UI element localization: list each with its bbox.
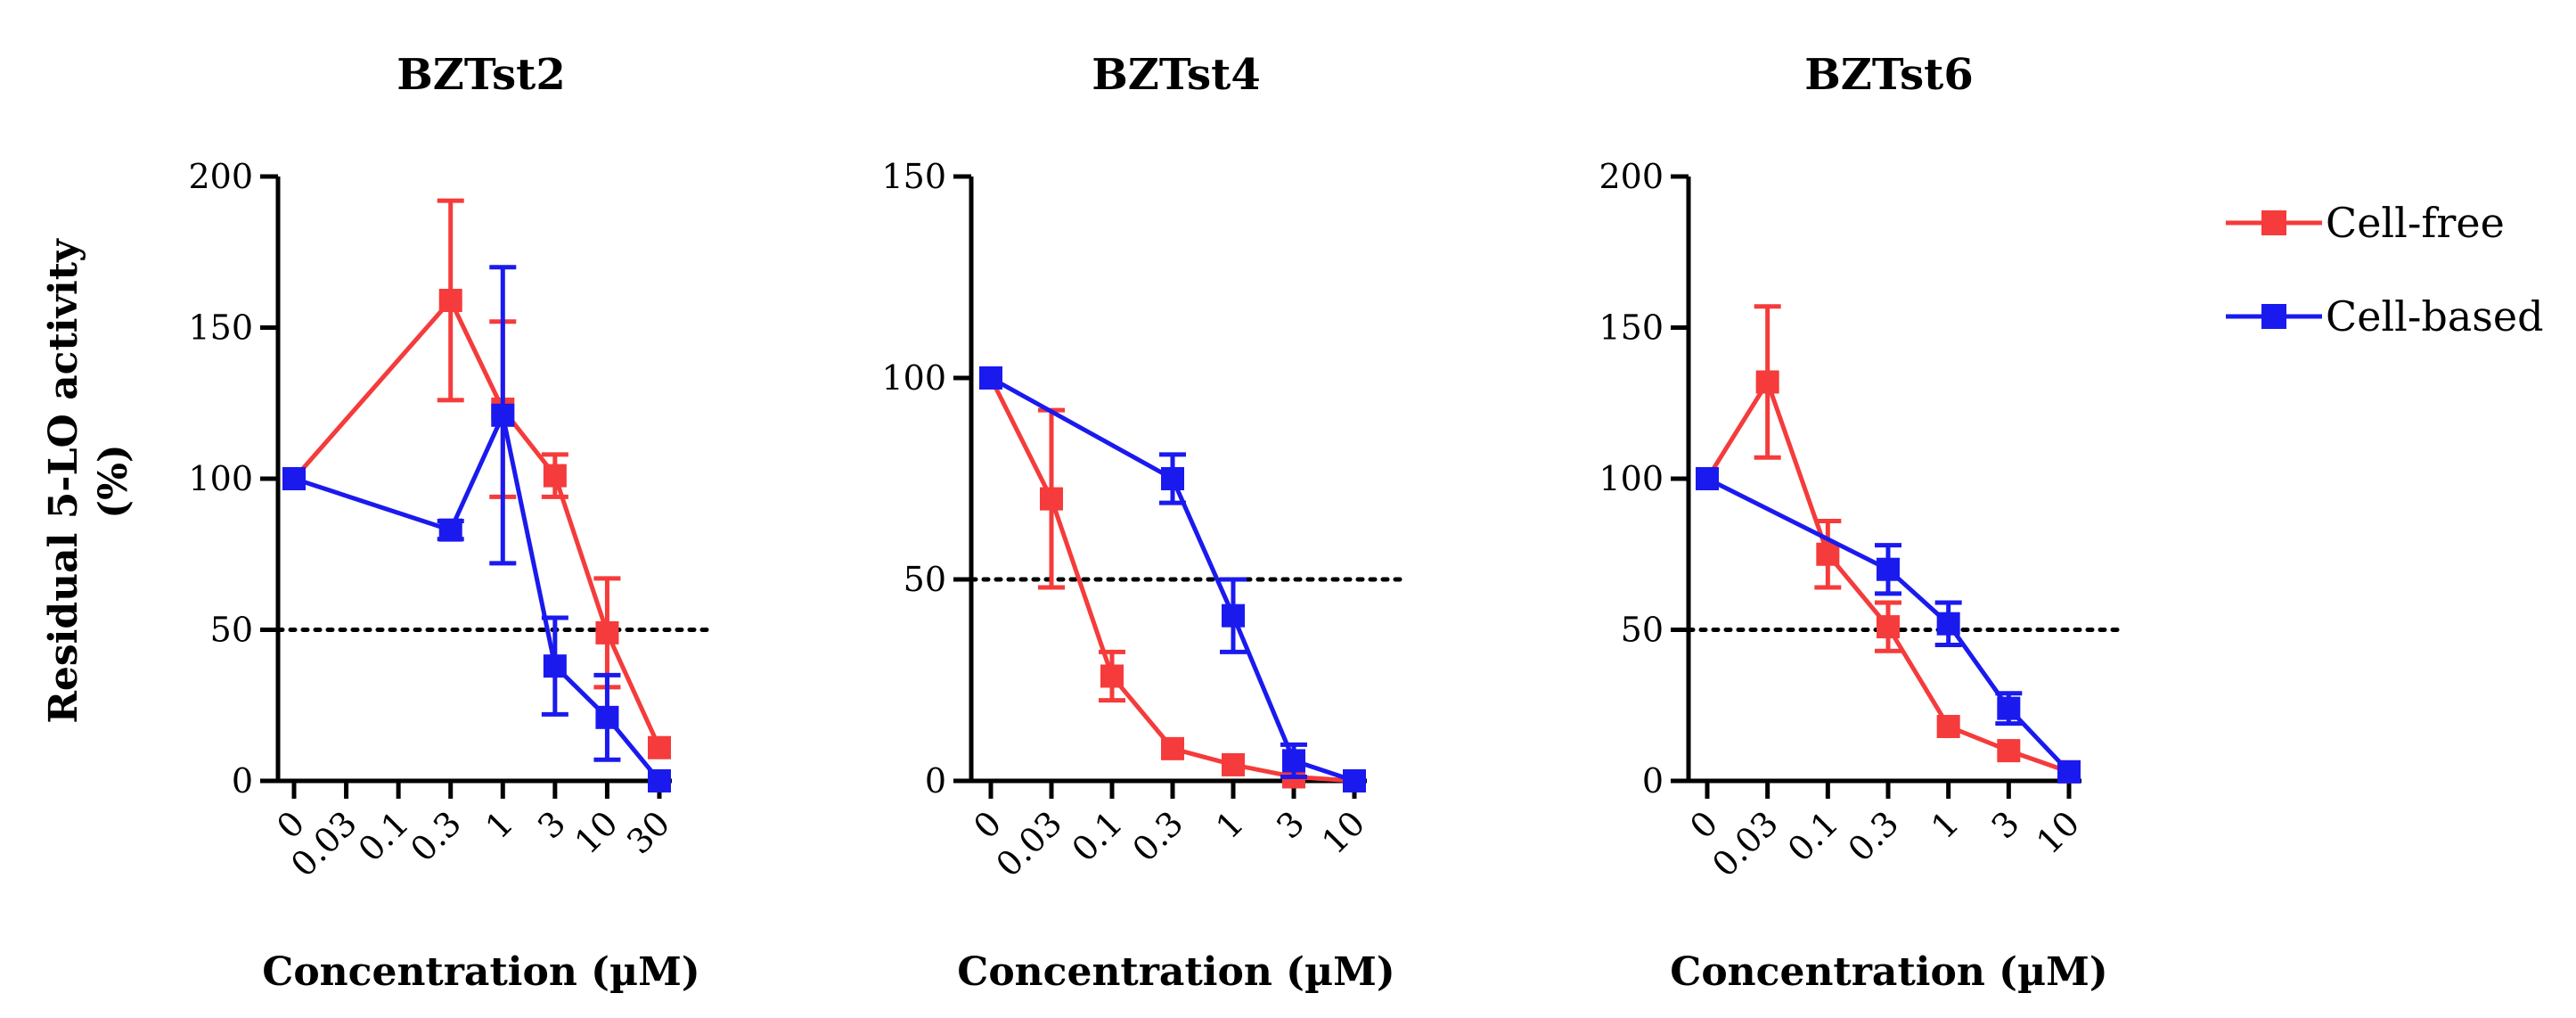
x-tick-label: 1 bbox=[1924, 803, 1967, 846]
x-axis-label: Concentration (µM) bbox=[262, 949, 699, 995]
x-tick-label: 3 bbox=[1269, 803, 1312, 846]
x-tick-label: 0.3 bbox=[403, 803, 469, 869]
panel-title: BZTst4 bbox=[1092, 50, 1261, 100]
x-tick-label: 0.3 bbox=[1125, 803, 1191, 869]
x-tick-label: 3 bbox=[1983, 803, 2026, 846]
y-tick-label: 100 bbox=[1599, 459, 1664, 498]
y-tick-label: 150 bbox=[188, 308, 253, 348]
data-point-cell-based bbox=[282, 467, 306, 490]
data-point-cell-based bbox=[595, 705, 619, 729]
y-tick-label: 0 bbox=[1642, 761, 1664, 800]
x-tick-label: 0.1 bbox=[1780, 803, 1846, 869]
y-tick-label: 50 bbox=[1621, 611, 1664, 650]
data-point-cell-based bbox=[1282, 749, 1305, 773]
legend-item-cell-free: Cell-free bbox=[2226, 199, 2505, 247]
y-tick-label: 100 bbox=[881, 358, 946, 398]
legend: Cell-free Cell-based bbox=[2226, 199, 2544, 341]
data-point-cell-free bbox=[1877, 615, 1900, 639]
data-point-cell-based bbox=[1696, 467, 1719, 490]
y-axis-label-line2: (%) bbox=[91, 444, 136, 518]
data-point-cell-free bbox=[1161, 736, 1184, 760]
panel-title: BZTst6 bbox=[1804, 50, 1974, 100]
data-point-cell-based bbox=[648, 769, 671, 792]
x-tick-label: 10 bbox=[2029, 803, 2087, 861]
data-point-cell-free bbox=[1100, 664, 1124, 688]
data-point-cell-free bbox=[1997, 739, 2021, 763]
y-tick-label: 200 bbox=[1599, 157, 1664, 196]
x-tick-label: 0.03 bbox=[988, 803, 1069, 884]
data-point-cell-free bbox=[595, 620, 619, 644]
data-point-cell-free bbox=[1040, 487, 1063, 511]
data-point-cell-based bbox=[491, 403, 515, 427]
x-tick-label: 0 bbox=[1682, 803, 1725, 846]
y-tick-label: 50 bbox=[904, 560, 946, 599]
data-point-cell-based bbox=[1161, 467, 1184, 490]
data-point-cell-based bbox=[1877, 557, 1900, 581]
data-point-cell-free bbox=[648, 735, 671, 759]
y-tick-label: 150 bbox=[881, 157, 946, 196]
data-point-cell-based bbox=[1222, 603, 1245, 628]
x-tick-label: 0 bbox=[966, 803, 1009, 846]
legend-label-cell-free: Cell-free bbox=[2326, 199, 2505, 247]
x-tick-label: 0.1 bbox=[351, 803, 417, 869]
x-tick-label: 0.3 bbox=[1841, 803, 1907, 869]
data-point-cell-free bbox=[1936, 714, 1960, 738]
panel-marks bbox=[282, 198, 671, 792]
y-tick-label: 100 bbox=[188, 459, 253, 498]
data-point-cell-based bbox=[543, 654, 567, 678]
data-point-cell-based bbox=[438, 518, 462, 542]
x-tick-label: 0.03 bbox=[1705, 803, 1786, 884]
panel-marks bbox=[1696, 304, 2081, 784]
x-tick-label: 10 bbox=[1314, 803, 1372, 861]
data-point-cell-based bbox=[1997, 696, 2021, 720]
y-tick-label: 50 bbox=[210, 611, 253, 650]
x-axis-label: Concentration (µM) bbox=[957, 949, 1394, 995]
x-tick-label: 0.1 bbox=[1065, 803, 1131, 869]
y-axis-label-line1: Residual 5-LO activity bbox=[41, 238, 86, 724]
x-tick-label: 30 bbox=[619, 803, 677, 861]
x-tick-label: 10 bbox=[567, 803, 625, 861]
panel-title: BZTst2 bbox=[397, 50, 566, 100]
data-point-cell-based bbox=[1936, 612, 1960, 636]
x-axis-label: Concentration (µM) bbox=[1670, 949, 2107, 995]
data-point-cell-free bbox=[543, 464, 567, 488]
y-tick-label: 150 bbox=[1599, 308, 1664, 348]
data-point-cell-free bbox=[438, 288, 462, 312]
y-tick-label: 200 bbox=[188, 157, 253, 196]
data-point-cell-based bbox=[979, 366, 1002, 390]
series-line-cell-free bbox=[292, 298, 662, 749]
legend-item-cell-based: Cell-based bbox=[2226, 292, 2544, 341]
x-tick-label: 3 bbox=[530, 803, 573, 846]
y-tick-label: 0 bbox=[925, 761, 946, 800]
x-tick-label: 1 bbox=[478, 803, 520, 846]
data-point-cell-free bbox=[1755, 370, 1779, 394]
legend-label-cell-based: Cell-based bbox=[2326, 292, 2544, 341]
legend-marker-cell-based bbox=[2261, 304, 2286, 329]
data-point-cell-free bbox=[1222, 752, 1245, 776]
x-tick-label: 1 bbox=[1208, 803, 1251, 846]
data-point-cell-based bbox=[2057, 759, 2081, 784]
data-point-cell-free bbox=[1816, 542, 1840, 566]
legend-marker-cell-free bbox=[2261, 210, 2286, 235]
panel-marks bbox=[979, 366, 1366, 792]
y-tick-label: 0 bbox=[232, 761, 253, 800]
data-point-cell-based bbox=[1343, 769, 1366, 792]
